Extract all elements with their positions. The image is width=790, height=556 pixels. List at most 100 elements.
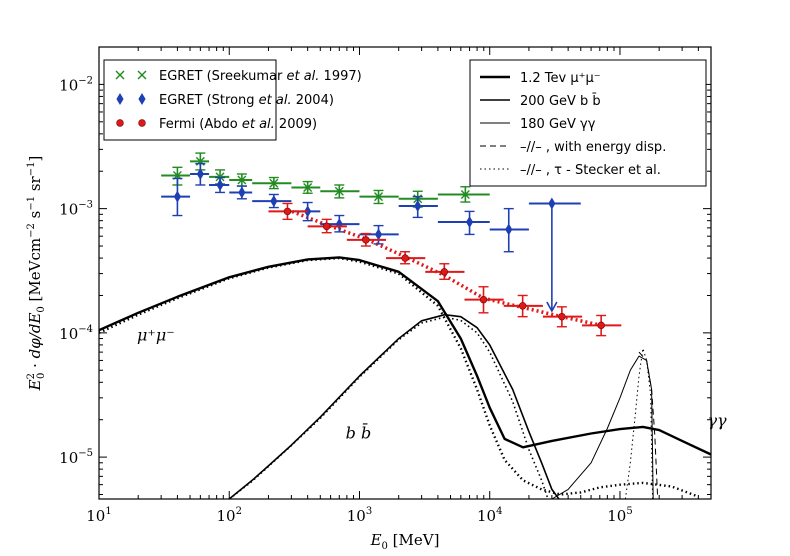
marker-stroke: [303, 182, 313, 192]
marker-diamond: [505, 223, 513, 236]
model-curve: [99, 256, 711, 456]
y-tick-label: 10−2: [59, 75, 93, 94]
x-tick-label: 103: [347, 506, 372, 525]
marker-diamond: [465, 216, 474, 229]
data-point: [464, 286, 504, 314]
data-point: [489, 207, 529, 253]
model-curve: [228, 316, 549, 499]
marker-circle: [401, 254, 409, 262]
data-point: [161, 177, 191, 217]
legend-entry: EGRET (Strong et al. 2004): [116, 93, 334, 108]
legend-entry-label: EGRET (Sreekumar et al. 1997): [159, 69, 362, 84]
legend-entry: 180 GeV γγ: [480, 117, 596, 132]
data-point: [386, 251, 426, 265]
marker-stroke: [115, 70, 125, 80]
data-point: [190, 162, 210, 186]
data-point: [425, 263, 465, 280]
legend-entry-label: EGRET (Strong et al. 2004): [159, 93, 334, 108]
marker-cross: [237, 175, 247, 185]
data-point: [437, 210, 490, 236]
marker-diamond: [374, 228, 383, 241]
y-tick-label: 10−3: [59, 200, 93, 219]
data-series: [161, 152, 490, 208]
marker-diamond: [173, 190, 181, 203]
data-point: [320, 184, 360, 199]
data-point: [252, 176, 292, 190]
marker-cross: [460, 189, 470, 199]
legend-entry-label: Fermi (Abdo et al. 2009): [159, 117, 317, 132]
data-point: [307, 218, 347, 234]
marker-stroke: [237, 175, 247, 185]
model-curve: [99, 256, 699, 498]
data-point: [252, 193, 292, 209]
annotation-gg: γγ: [707, 411, 727, 430]
marker-cross: [269, 178, 279, 188]
marker-diamond: [196, 168, 204, 180]
data-point: [229, 185, 253, 200]
marker-stroke: [374, 192, 384, 202]
marker-cross: [303, 182, 313, 192]
legend-entry: 1.2 Tev μ⁺μ⁻: [480, 71, 601, 86]
marker-stroke: [137, 70, 147, 80]
legend-entry-label: 1.2 Tev μ⁺μ⁻: [520, 71, 601, 86]
x-tick-label: 101: [86, 506, 111, 525]
legend-entry: Fermi (Abdo et al. 2009): [116, 117, 317, 132]
legend-entry-label: 200 GeV b b̄: [520, 94, 601, 109]
marker-circle: [597, 321, 605, 330]
data-point: [398, 195, 438, 219]
marker-diamond: [116, 93, 124, 105]
upper-limit: [528, 197, 581, 313]
annotation-bb: b b̄: [346, 421, 372, 442]
data-point: [542, 306, 583, 328]
data-series: [268, 202, 622, 337]
marker-cross: [374, 192, 384, 202]
x-tick-label: 105: [607, 506, 632, 525]
marker-stroke: [460, 189, 470, 199]
marker-circle: [479, 295, 488, 304]
model-curve: [551, 355, 654, 499]
plot-frame: [98, 46, 712, 500]
legends: EGRET (Sreekumar et al. 1997) EGRET (Stro…: [103, 59, 707, 187]
legend-entry: –//– , with energy disp.: [480, 140, 666, 155]
legend-entry: 200 GeV b b̄: [480, 94, 601, 109]
marker-stroke: [334, 186, 344, 196]
axis-ticks: 101 102 103 104 105 10−5 10−4 10−3 10−2: [59, 46, 712, 525]
y-axis-label: E20 · dφ/dE0 [MeVcm−2 s−1 sr−1]: [26, 156, 47, 392]
data-point: [437, 186, 490, 203]
marker-circle: [362, 236, 370, 244]
marker-stroke: [269, 178, 279, 188]
marker-diamond: [138, 93, 146, 105]
x-axis-label: E0 [MeV]: [370, 531, 440, 552]
marker-circle: [138, 119, 146, 127]
marker-circle: [440, 268, 449, 276]
marker-circle: [518, 302, 527, 310]
marker-diamond: [414, 200, 422, 212]
plot-area: [99, 152, 711, 499]
legend-entry-label: –//– , τ - Stecker et al.: [520, 163, 661, 178]
annotation-mumu: μ⁺μ⁻: [137, 326, 175, 345]
data-point: [161, 166, 191, 186]
marker-diamond: [270, 195, 278, 208]
y-tick-label: 10−5: [59, 448, 93, 467]
data-point: [291, 180, 321, 194]
marker-cross: [115, 70, 125, 80]
legend-left-box: [103, 59, 277, 141]
x-tick-label: 104: [477, 506, 502, 525]
legend-entry: EGRET (Sreekumar et al. 1997): [115, 69, 362, 84]
marker-circle: [558, 312, 566, 321]
marker-circle: [322, 222, 331, 231]
marker-diamond: [548, 197, 556, 210]
marker-circle: [116, 119, 124, 127]
marker-diamond: [238, 186, 246, 199]
marker-diamond: [216, 179, 224, 191]
legend-entry-label: 180 GeV γγ: [520, 117, 596, 132]
data-point: [229, 173, 253, 187]
marker-circle: [283, 207, 292, 216]
upper-limit-arrow-head: [546, 301, 558, 313]
model-curve: [228, 313, 560, 499]
legend-entry-label: –//– , with energy disp.: [520, 140, 666, 155]
data-point: [359, 189, 399, 205]
data-series: [161, 162, 581, 313]
data-point: [503, 294, 543, 318]
